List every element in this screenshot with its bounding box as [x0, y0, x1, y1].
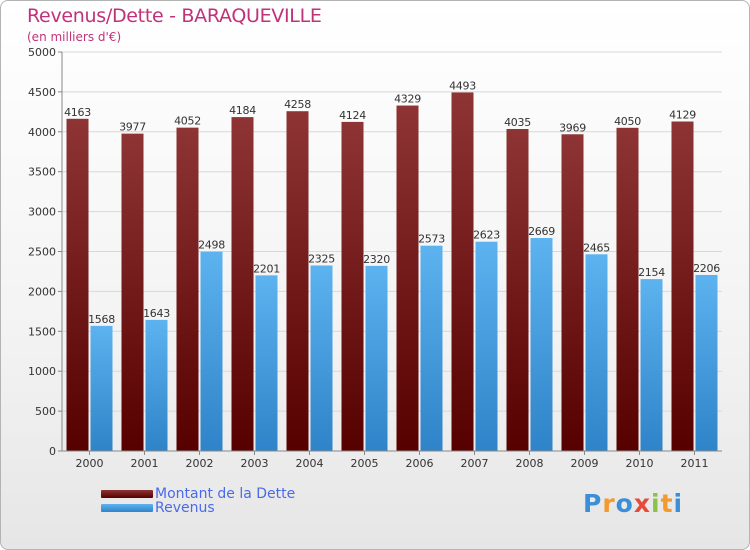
bar-revenus: [420, 245, 443, 451]
x-tick-label: 2011: [681, 457, 709, 470]
y-tick-label: 4500: [28, 86, 56, 99]
legend-swatch-dette: [101, 490, 153, 498]
x-tick-label: 2005: [351, 457, 379, 470]
bar-revenus: [530, 238, 553, 451]
y-tick-label: 5000: [28, 46, 56, 59]
bar-revenus: [695, 274, 718, 451]
data-label-revenus: 2623: [473, 229, 500, 242]
data-label-revenus: 2201: [253, 262, 280, 275]
bar-revenus: [585, 254, 608, 451]
data-label-revenus: 2206: [693, 262, 720, 275]
legend-item-revenus: Revenus: [101, 501, 295, 515]
bar-dette: [561, 134, 584, 451]
x-tick-label: 2000: [76, 457, 104, 470]
data-label-dette: 4184: [229, 104, 256, 117]
y-tick-label: 1500: [28, 325, 56, 338]
bar-revenus: [255, 275, 278, 451]
data-label-revenus: 2154: [638, 266, 665, 279]
legend-item-dette: Montant de la Dette: [101, 487, 295, 501]
data-label-revenus: 2669: [528, 225, 555, 238]
logo-letter: t: [660, 489, 674, 518]
data-label-dette: 4258: [284, 98, 311, 111]
bar-dette: [396, 105, 419, 451]
data-label-dette: 4493: [449, 79, 476, 92]
data-label-revenus: 2465: [583, 241, 610, 254]
bar-dette: [671, 121, 694, 451]
bar-revenus: [145, 319, 168, 451]
proxiti-logo: Proxiti: [583, 489, 683, 518]
y-tick-label: 2500: [28, 246, 56, 259]
bar-dette: [286, 111, 309, 451]
legend-swatch-revenus: [101, 504, 153, 512]
logo-letter: r: [602, 489, 616, 518]
bar-dette: [66, 118, 89, 451]
data-label-dette: 4329: [394, 93, 421, 106]
chart-subtitle: (en milliers d'€): [27, 30, 122, 44]
bar-revenus: [310, 265, 333, 451]
grid-layer: [62, 51, 722, 412]
x-tick-label: 2004: [296, 457, 324, 470]
bar-revenus: [90, 325, 113, 451]
bar-revenus: [365, 265, 388, 451]
bar-dette: [231, 117, 254, 452]
logo-letter: x: [633, 489, 651, 518]
data-label-dette: 4035: [504, 116, 531, 129]
x-tick-label: 2009: [571, 457, 599, 470]
logo-letter: o: [615, 489, 634, 518]
y-tick-label: 0: [49, 445, 56, 458]
data-label-dette: 4050: [614, 115, 641, 128]
data-label-revenus: 2498: [198, 239, 225, 252]
data-label-revenus: 1568: [88, 313, 115, 326]
axis-layer: 0 500 1000 1500 2000 2500 3000 3500 4000 4500 5000…: [28, 46, 722, 470]
bar-revenus: [640, 279, 663, 451]
data-label-revenus: 1643: [143, 307, 170, 320]
x-tick-label: 2003: [241, 457, 269, 470]
data-label-dette: 4163: [64, 106, 91, 119]
y-tick-label: 4000: [28, 126, 56, 139]
x-tick-label: 2007: [461, 457, 489, 470]
data-label-revenus: 2325: [308, 252, 335, 265]
data-label-dette: 3977: [119, 121, 146, 134]
bar-dette: [451, 92, 474, 451]
data-label-revenus: 2573: [418, 233, 445, 246]
y-tick-label: 2000: [28, 285, 56, 298]
chart-title: Revenus/Dette - BARAQUEVILLE: [27, 5, 322, 27]
data-label-dette: 4124: [339, 109, 366, 122]
logo-letter: i: [673, 489, 684, 518]
bar-revenus: [200, 251, 223, 451]
data-label-dette: 3969: [559, 121, 586, 134]
logo-letter: i: [651, 489, 661, 518]
bar-dette: [616, 127, 639, 451]
x-tick-label: 2010: [626, 457, 654, 470]
bar-layer: [66, 92, 718, 452]
legend-label-revenus: Revenus: [155, 500, 215, 516]
bar-dette: [121, 133, 144, 451]
y-tick-label: 500: [35, 405, 56, 418]
logo-letter: P: [583, 489, 603, 518]
bar-dette: [341, 121, 364, 452]
bar-dette: [506, 129, 529, 451]
legend: Montant de la Dette Revenus: [101, 487, 295, 515]
legend-label-dette: Montant de la Dette: [155, 486, 296, 502]
x-tick-label: 2008: [516, 457, 544, 470]
bar-revenus: [475, 241, 498, 451]
y-tick-label: 3500: [28, 166, 56, 179]
label-layer: 4163 1568 3977 1643 4052 2498 4184 2201 4258 2325…: [64, 79, 720, 325]
data-label-dette: 4052: [174, 115, 201, 128]
x-tick-label: 2002: [186, 457, 214, 470]
y-tick-label: 1000: [28, 365, 56, 378]
bar-dette: [176, 127, 199, 452]
x-tick-label: 2006: [406, 457, 434, 470]
y-tick-label: 3000: [28, 206, 56, 219]
data-label-dette: 4129: [669, 109, 696, 122]
x-tick-label: 2001: [131, 457, 159, 470]
data-label-revenus: 2320: [363, 253, 390, 266]
